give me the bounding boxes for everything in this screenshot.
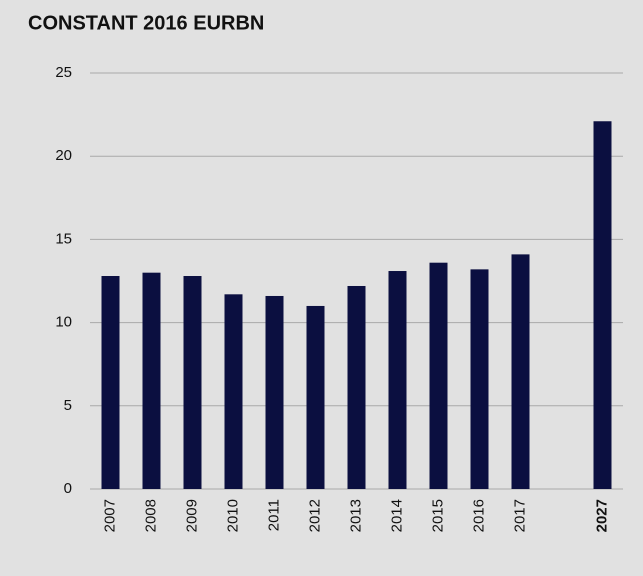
x-tick-label: 2016 — [470, 499, 487, 532]
bar — [511, 254, 530, 489]
x-tick-label: 2008 — [142, 499, 159, 532]
bar — [306, 305, 325, 489]
x-tick-label: 2027 — [593, 499, 610, 532]
y-tick-label: 15 — [55, 230, 72, 247]
x-tick-label: 2009 — [183, 499, 200, 532]
bar — [593, 121, 612, 490]
bar — [347, 285, 366, 489]
bar — [142, 272, 161, 489]
bar — [183, 276, 202, 489]
x-tick-label: 2007 — [101, 499, 118, 532]
y-tick-label: 20 — [55, 147, 72, 164]
x-tick-label: 2015 — [429, 499, 446, 532]
x-tick-label: 2013 — [347, 499, 364, 532]
y-tick-label: 0 — [64, 480, 72, 497]
x-tick-label: 2014 — [388, 499, 405, 532]
x-tick-label: 2017 — [511, 499, 528, 532]
y-tick-label: 10 — [55, 314, 72, 331]
chart-title: CONSTANT 2016 EURBN — [28, 12, 264, 34]
bar — [224, 294, 243, 489]
x-tick-label: 2010 — [224, 499, 241, 532]
y-tick-label: 5 — [64, 397, 72, 414]
bar — [470, 269, 489, 489]
bar — [101, 276, 120, 489]
x-tick-label: 2012 — [306, 499, 323, 532]
y-tick-label: 25 — [55, 64, 72, 81]
bar — [429, 262, 448, 489]
bar — [388, 271, 407, 489]
x-tick-label: 2011 — [265, 499, 282, 531]
bar — [265, 295, 284, 489]
